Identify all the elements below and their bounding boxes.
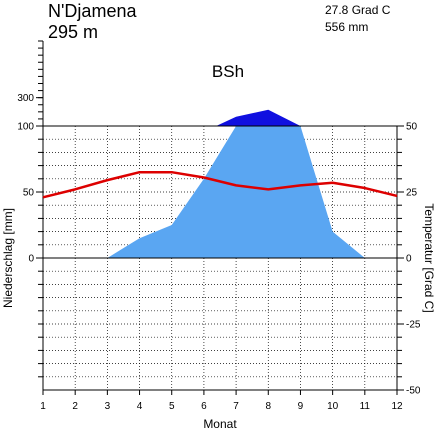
left-tick-labels: 0 50 100 300 (17, 93, 43, 265)
precipitation-area (43, 126, 397, 258)
left-axis-label: Niederschlag [mm] (1, 208, 15, 308)
right-tick-labels: -50 -25 0 25 50 (397, 122, 421, 397)
right-tick-label: -50 (406, 386, 421, 397)
right-axis-label: Temperatur [Grad C] (422, 203, 436, 312)
x-tick-label: 6 (201, 401, 207, 412)
climate-class: BSh (212, 62, 244, 81)
x-tick-label: 10 (327, 401, 339, 412)
left-tick-label: 300 (17, 93, 34, 104)
x-tick-label: 7 (233, 401, 239, 412)
axes (38, 40, 402, 395)
precipitation-areas (43, 109, 397, 258)
precipitation-excess-area (216, 109, 301, 126)
temperature-series (42, 170, 398, 199)
station-elevation: 295 m (48, 22, 98, 42)
x-axis-label: Monat (203, 417, 237, 430)
x-tick-label: 11 (360, 401, 371, 412)
right-tick-label: 0 (406, 254, 412, 265)
x-tick-label: 4 (137, 401, 143, 412)
right-tick-label: -25 (406, 320, 421, 331)
right-tick-label: 50 (406, 122, 418, 133)
annual-precipitation: 556 mm (325, 20, 368, 34)
right-tick-label: 25 (406, 188, 418, 199)
x-tick-label: 2 (72, 401, 78, 412)
x-tick-labels: 1 2 3 4 5 6 7 8 9 10 11 12 (40, 401, 403, 412)
left-tick-label: 50 (23, 188, 35, 199)
mean-temperature: 27.8 Grad C (325, 3, 391, 17)
left-tick-label: 100 (17, 122, 34, 133)
x-tick-label: 12 (391, 401, 403, 412)
x-tick-label: 5 (169, 401, 175, 412)
x-tick-label: 3 (105, 401, 111, 412)
x-tick-label: 1 (40, 401, 46, 412)
temperature-line (42, 170, 398, 199)
x-tick-label: 9 (298, 401, 304, 412)
left-tick-label: 0 (28, 254, 34, 265)
station-name: N'Djamena (48, 1, 137, 21)
x-tick-label: 8 (265, 401, 271, 412)
